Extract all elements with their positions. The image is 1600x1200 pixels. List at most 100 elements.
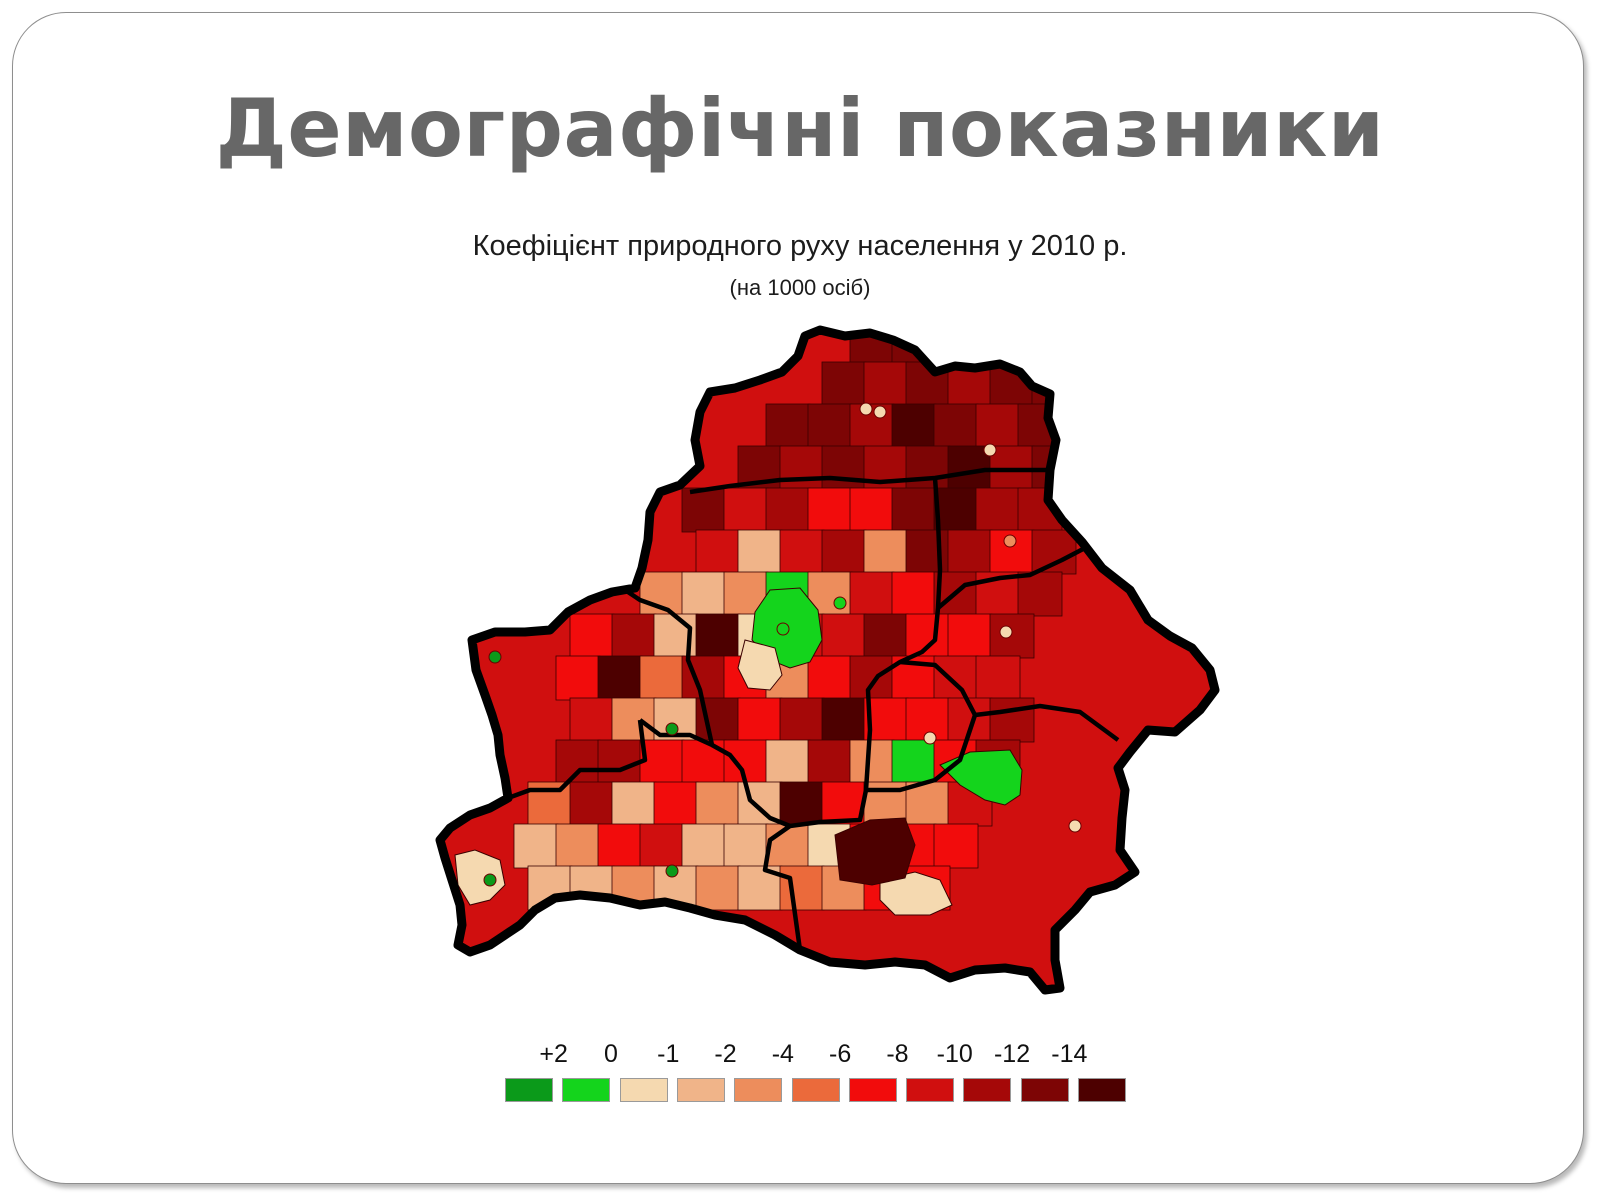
map-region xyxy=(681,823,727,869)
map-region xyxy=(779,697,825,743)
map-region-highlight xyxy=(454,849,506,906)
map-region xyxy=(905,529,951,575)
legend-swatch xyxy=(505,1078,553,1102)
map-region xyxy=(653,781,699,827)
map-region xyxy=(569,865,615,911)
city-marker xyxy=(983,443,997,457)
map-region-highlight xyxy=(834,817,916,886)
map-region xyxy=(975,330,1021,365)
map-region xyxy=(1017,330,1063,365)
map-region xyxy=(947,613,993,659)
map-region xyxy=(695,781,741,827)
map-region xyxy=(765,403,811,449)
map-region xyxy=(611,613,657,659)
oblast-borders xyxy=(507,467,1120,951)
map-region xyxy=(891,739,937,785)
map-region xyxy=(821,697,867,743)
legend-label: +2 xyxy=(539,1040,568,1068)
map-region-highlight xyxy=(879,871,953,916)
map-region-highlight xyxy=(737,639,783,691)
map-region xyxy=(569,697,615,743)
map-region xyxy=(933,655,979,701)
map-region xyxy=(597,823,643,869)
map-region xyxy=(555,739,601,785)
map-region xyxy=(975,487,1021,533)
map-region xyxy=(807,739,853,785)
map-region xyxy=(849,571,895,617)
map-region xyxy=(611,697,657,743)
map-region xyxy=(933,823,979,869)
map-region xyxy=(849,655,895,701)
map-region xyxy=(695,865,741,911)
legend: +2 0 -1 -2 -4 -6 -8 -10 -12 -14 xyxy=(505,1040,1145,1110)
legend-swatch xyxy=(676,1078,725,1102)
map-region xyxy=(765,739,811,785)
map-region xyxy=(639,739,685,785)
map-region xyxy=(989,697,1035,743)
city-marker xyxy=(1003,534,1017,548)
city-marker xyxy=(776,622,790,636)
map-region xyxy=(723,823,769,869)
city-markers xyxy=(483,402,1082,887)
map-region xyxy=(891,403,937,449)
legend-label: -1 xyxy=(657,1040,680,1068)
legend-swatch xyxy=(906,1078,955,1102)
legend-label: -14 xyxy=(1051,1040,1088,1068)
map-region xyxy=(695,529,741,575)
map-region xyxy=(779,529,825,575)
map-region xyxy=(863,613,909,659)
map-region xyxy=(723,487,769,533)
map-region xyxy=(989,613,1035,659)
city-marker xyxy=(1068,819,1082,833)
map-region xyxy=(863,361,909,407)
legend-swatch xyxy=(1020,1078,1069,1102)
map-region xyxy=(765,487,811,533)
legend-swatch xyxy=(1078,1078,1126,1102)
map-region xyxy=(863,529,909,575)
map-region xyxy=(1059,403,1105,449)
map-region xyxy=(1031,529,1077,575)
map-region xyxy=(905,781,951,827)
legend-swatch xyxy=(619,1078,668,1102)
map-region xyxy=(779,781,825,827)
city-marker xyxy=(923,731,937,745)
map-region xyxy=(807,487,853,533)
legend-label: 0 xyxy=(603,1040,618,1068)
map-region xyxy=(737,697,783,743)
city-marker xyxy=(873,405,887,419)
map-region xyxy=(1073,361,1119,407)
legend-swatch xyxy=(562,1078,611,1102)
map-region xyxy=(975,403,1021,449)
map-region xyxy=(569,781,615,827)
map-region xyxy=(555,823,601,869)
map-region xyxy=(737,529,783,575)
map-region xyxy=(947,529,993,575)
map-region-highlight xyxy=(939,749,1023,806)
map-region xyxy=(639,823,685,869)
map-region xyxy=(681,571,727,617)
map-region xyxy=(681,487,727,533)
map-region xyxy=(975,655,1021,701)
map-region xyxy=(807,403,853,449)
map-region xyxy=(821,445,867,491)
map-region xyxy=(905,613,951,659)
map-subtitle: (на 1000 осіб) xyxy=(729,275,871,300)
city-marker xyxy=(833,596,847,610)
city-marker xyxy=(488,650,502,664)
legend-swatch xyxy=(963,1078,1012,1102)
map-region xyxy=(933,330,979,365)
map-region xyxy=(891,571,937,617)
map-region xyxy=(597,655,643,701)
legend-label: -12 xyxy=(993,1040,1031,1068)
map-region xyxy=(807,655,853,701)
country-border xyxy=(435,325,1220,995)
map-region xyxy=(821,361,867,407)
city-marker xyxy=(665,864,679,878)
map-region xyxy=(555,655,601,701)
map-region xyxy=(569,613,615,659)
legend-label: -4 xyxy=(771,1040,794,1068)
legend-label: -10 xyxy=(936,1040,973,1068)
legend-swatch xyxy=(734,1078,783,1102)
map-region xyxy=(779,445,825,491)
